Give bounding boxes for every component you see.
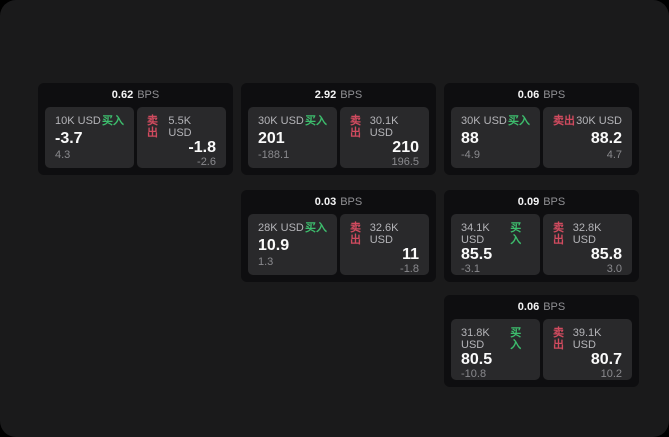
spread-value: 0.06 [517, 89, 540, 101]
spread-value: 0.06 [517, 301, 540, 313]
buy-side-label: 买入 [305, 115, 327, 127]
sell-price: -1.8 [188, 139, 216, 156]
quote-card-3: 0.06 BPS 30K USD 买入 88 -4.9 卖出 30K USD 8… [444, 83, 639, 175]
buy-delta: -10.8 [461, 368, 487, 380]
buy-delta: 1.3 [258, 256, 274, 268]
sell-price: 80.7 [590, 351, 622, 368]
spread-header: 2.92 BPS [241, 83, 436, 107]
sell-price: 88.2 [590, 129, 622, 147]
sell-delta: 4.7 [606, 149, 622, 161]
buy-quote-tile[interactable]: 30K USD 买入 201 -188.1 [248, 107, 337, 168]
buy-delta: -188.1 [258, 149, 290, 161]
buy-amount: 30K USD [461, 115, 507, 127]
spread-header: 0.03 BPS [241, 190, 436, 214]
sell-side-label: 卖出 [350, 115, 361, 139]
quote-card-4: 0.03 BPS 28K USD 买入 10.9 1.3 卖出 32.6K US… [241, 190, 436, 282]
sell-amount: 30.1K USD [369, 115, 399, 139]
buy-quote-tile[interactable]: 28K USD 买入 10.9 1.3 [248, 214, 337, 275]
buy-price: 88 [461, 129, 479, 147]
buy-quote-tile[interactable]: 10K USD 买入 -3.7 4.3 [45, 107, 134, 168]
sell-delta: 196.5 [391, 156, 419, 168]
sell-delta: 3.0 [606, 263, 622, 275]
spread-value: 0.62 [111, 89, 134, 101]
quote-card-2: 2.92 BPS 30K USD 买入 201 -188.1 卖出 30.1K … [241, 83, 436, 175]
spread-unit-label: BPS [340, 196, 363, 208]
sell-amount: 32.8K USD [572, 222, 602, 246]
buy-side-label: 买入 [510, 327, 522, 351]
buy-side-label: 买入 [510, 222, 522, 246]
buy-price: -3.7 [55, 129, 83, 147]
sell-delta: -1.8 [400, 263, 419, 275]
sell-side-label: 卖出 [350, 222, 361, 246]
sell-quote-tile[interactable]: 卖出 30.1K USD 210 196.5 [340, 107, 429, 168]
sell-price: 210 [392, 139, 419, 156]
sell-side-label: 卖出 [553, 115, 575, 127]
sell-amount: 5.5K USD [168, 115, 192, 139]
buy-delta: 4.3 [55, 149, 71, 161]
spread-unit-label: BPS [137, 89, 160, 101]
sell-quote-tile[interactable]: 卖出 39.1K USD 80.7 10.2 [543, 319, 632, 380]
spread-unit-label: BPS [543, 301, 566, 313]
buy-price: 80.5 [461, 351, 493, 368]
buy-quote-tile[interactable]: 30K USD 买入 88 -4.9 [451, 107, 540, 168]
quote-card-1: 0.62 BPS 10K USD 买入 -3.7 4.3 卖出 5.5K USD… [38, 83, 233, 175]
buy-amount: 34.1K USD [461, 222, 490, 246]
buy-price: 10.9 [258, 236, 290, 254]
sell-quote-tile[interactable]: 卖出 30K USD 88.2 4.7 [543, 107, 632, 168]
buy-amount: 28K USD [258, 222, 304, 234]
sell-side-label: 卖出 [553, 327, 564, 351]
buy-price: 85.5 [461, 246, 493, 263]
buy-delta: -4.9 [461, 149, 480, 161]
buy-quote-tile[interactable]: 34.1K USD 买入 85.5 -3.1 [451, 214, 540, 275]
sell-price: 85.8 [590, 246, 622, 263]
sell-price: 11 [402, 246, 419, 263]
sell-amount: 30K USD [576, 115, 622, 127]
buy-amount: 10K USD [55, 115, 101, 127]
spread-value: 0.03 [314, 196, 337, 208]
quote-card-6: 0.06 BPS 31.8K USD 买入 80.5 -10.8 卖出 39.1… [444, 295, 639, 387]
buy-amount: 30K USD [258, 115, 304, 127]
buy-amount: 31.8K USD [461, 327, 490, 351]
sell-quote-tile[interactable]: 卖出 32.8K USD 85.8 3.0 [543, 214, 632, 275]
quote-card-5: 0.09 BPS 34.1K USD 买入 85.5 -3.1 卖出 32.8K… [444, 190, 639, 282]
spread-unit-label: BPS [543, 196, 566, 208]
spread-header: 0.09 BPS [444, 190, 639, 214]
buy-side-label: 买入 [102, 115, 124, 127]
sell-quote-tile[interactable]: 卖出 32.6K USD 11 -1.8 [340, 214, 429, 275]
spread-header: 0.62 BPS [38, 83, 233, 107]
buy-price: 201 [258, 129, 285, 147]
spread-unit-label: BPS [340, 89, 363, 101]
sell-quote-tile[interactable]: 卖出 5.5K USD -1.8 -2.6 [137, 107, 226, 168]
spread-value: 0.09 [517, 196, 540, 208]
buy-quote-tile[interactable]: 31.8K USD 买入 80.5 -10.8 [451, 319, 540, 380]
spread-header: 0.06 BPS [444, 83, 639, 107]
spread-header: 0.06 BPS [444, 295, 639, 319]
sell-side-label: 卖出 [553, 222, 564, 246]
spread-unit-label: BPS [543, 89, 566, 101]
sell-side-label: 卖出 [147, 115, 158, 139]
sell-amount: 32.6K USD [369, 222, 399, 246]
sell-amount: 39.1K USD [572, 327, 602, 351]
sell-delta: 10.2 [600, 368, 622, 380]
buy-side-label: 买入 [305, 222, 327, 234]
spread-value: 2.92 [314, 89, 337, 101]
buy-side-label: 买入 [508, 115, 530, 127]
buy-delta: -3.1 [461, 263, 480, 275]
sell-delta: -2.6 [197, 156, 216, 168]
